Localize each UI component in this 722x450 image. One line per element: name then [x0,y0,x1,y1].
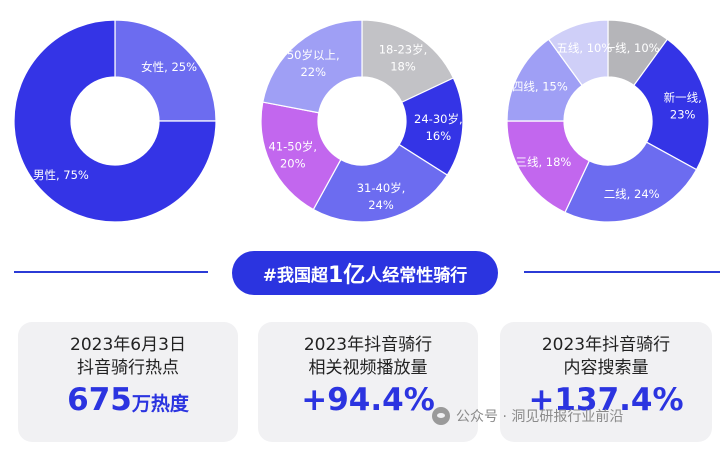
stat-card-hotspot: 2023年6月3日 抖音骑行热点 675万热度 [18,322,238,442]
age-slice-label-0: 18-23岁, 18% [379,42,428,73]
gender-slice-0 [114,19,217,122]
card-line-2: 内容搜索量 [563,358,649,378]
gender-slice-label-0: 女性, 25% [141,60,197,74]
card-line-2: 相关视频播放量 [308,358,428,378]
card-stat: +94.4% [258,380,478,425]
city-tier-slice-label-1: 新一线, 23% [664,90,702,121]
age-slice-3 [260,101,342,211]
city-tier-slice-label-0: 一线, 10% [604,41,660,55]
divider-right [524,271,720,273]
card-line-1: 2023年6月3日 [70,335,186,355]
card-stat: 675万热度 [18,380,238,425]
card-stat-value: +94.4% [301,382,435,418]
city-tier-slice-5 [547,19,609,87]
card-stat-value: 675 [67,382,132,418]
stat-card-search: 2023年抖音骑行 内容搜索量 +137.4% [500,322,712,442]
banner-suffix: 人经常性骑行 [365,265,468,286]
age-slice-label-1: 24-30岁, 16% [414,112,463,143]
age-slice-label-2: 31-40岁, 24% [357,181,406,212]
city-tier-slice-1 [633,38,710,171]
city-tier-slice-2 [564,141,698,223]
age-slice-2 [312,143,449,223]
card-stat-unit: 万热度 [131,393,189,415]
card-line-2: 抖音骑行热点 [77,358,179,378]
donut-charts: 女性, 25% 男性, 75% 18-23岁, 18% 24-30岁, 16% 31-40岁… [13,19,710,223]
card-stat: +137.4% [500,380,712,425]
wechat-icon [432,407,450,425]
city-tier-slice-label-4: 四线, 15% [512,79,568,93]
gender-slice-label-1: 男性, 75% [33,168,89,182]
card-stat-value: +137.4% [528,382,684,418]
age-slice-label-4: 50岁以上, 22% [287,48,340,79]
banner-prefix: #我国超 [262,265,328,286]
age-slice-label-3: 41-50岁, 20% [268,140,317,171]
headline-banner: #我国超 1亿 人经常性骑行 [232,251,498,295]
gender-slice-1 [13,19,217,223]
watermark-text: 公众号 · 洞见研报行业前沿 [456,409,624,425]
card-line-1: 2023年抖音骑行 [541,335,671,355]
divider-left [14,271,208,273]
banner-highlight: 1亿 [327,263,366,288]
city-tier-slice-label-5: 五线, 10% [556,41,612,55]
age-slice-4 [262,19,363,114]
city-tier-slice-label-2: 二线, 24% [604,187,660,201]
watermark: 公众号 · 洞见研报行业前沿 [432,404,623,428]
city-tier-slice-label-3: 三线, 18% [515,155,571,169]
card-line-1: 2023年抖音骑行 [303,335,433,355]
